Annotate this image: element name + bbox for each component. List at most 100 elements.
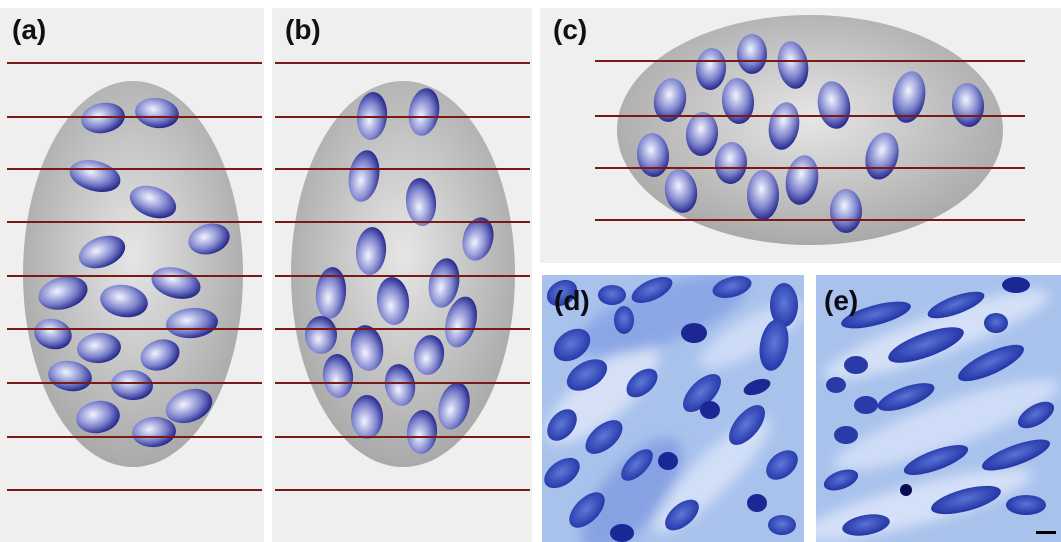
nucleus xyxy=(844,356,868,374)
nucleus xyxy=(129,185,177,219)
nucleus xyxy=(721,78,755,124)
nucleus xyxy=(610,524,634,542)
cell-diagram-c xyxy=(595,15,1025,245)
nucleus xyxy=(77,332,121,364)
nucleus xyxy=(140,339,180,371)
nucleus xyxy=(770,283,798,327)
nucleus xyxy=(892,71,926,123)
nucleus xyxy=(841,301,911,329)
nucleus xyxy=(428,258,460,308)
nucleus xyxy=(462,217,494,261)
nucleus xyxy=(653,78,687,122)
nucleus xyxy=(553,328,591,362)
nucleus xyxy=(166,307,218,339)
nucleus xyxy=(984,313,1008,333)
nucleus xyxy=(34,318,72,350)
nucleus xyxy=(834,426,858,444)
nucleus xyxy=(777,41,809,89)
nucleus xyxy=(768,102,800,150)
nucleus xyxy=(348,150,380,202)
nucleus xyxy=(700,401,720,419)
nucleus xyxy=(38,276,88,310)
nucleus xyxy=(626,368,658,398)
nucleus xyxy=(681,323,707,343)
panel-label-c: (c) xyxy=(553,14,588,45)
nucleus xyxy=(826,377,846,393)
nucleus xyxy=(315,267,347,319)
nucleus xyxy=(544,457,580,489)
nucleus xyxy=(685,112,719,156)
nucleus xyxy=(766,450,798,480)
nucleus xyxy=(405,178,437,226)
nucleus xyxy=(547,409,577,441)
nucleus xyxy=(413,335,445,375)
nucleus xyxy=(768,515,796,535)
nucleus xyxy=(931,485,1001,515)
nucleus xyxy=(445,296,477,348)
nucleus xyxy=(376,277,410,325)
nucleus xyxy=(614,306,634,334)
nucleus xyxy=(135,97,179,129)
nucleus xyxy=(877,383,935,411)
micrograph-e xyxy=(816,277,1060,542)
nucleus xyxy=(585,420,623,454)
nucleus xyxy=(958,344,1024,382)
nucleus xyxy=(927,291,985,319)
nucleus xyxy=(188,223,230,255)
nucleus xyxy=(305,316,337,354)
panel-label-b: (b) xyxy=(285,14,321,45)
nucleus xyxy=(729,405,765,445)
panel-label-a: (a) xyxy=(12,14,47,45)
nucleus xyxy=(1002,277,1030,293)
nucleus xyxy=(438,382,470,430)
panel-label-e: (e) xyxy=(824,285,859,316)
nucleus xyxy=(664,169,698,213)
panel-label-d: (d) xyxy=(554,285,590,316)
nucleus xyxy=(695,48,727,90)
nucleus xyxy=(842,514,890,536)
nucleus xyxy=(100,284,148,318)
section-lines xyxy=(595,60,1025,221)
nucleus xyxy=(854,396,878,414)
nucleus xyxy=(737,34,767,74)
micrograph-d xyxy=(544,275,804,542)
nucleus xyxy=(665,499,699,531)
cell-body xyxy=(617,15,1003,245)
nucleus xyxy=(621,449,653,481)
nucleus xyxy=(823,469,859,491)
panel-b: (b) xyxy=(272,8,532,542)
stained-nuclei xyxy=(823,277,1055,536)
cell-diagram-b xyxy=(275,62,530,491)
section-lines xyxy=(275,62,530,491)
section-lines xyxy=(7,62,262,491)
nucleus xyxy=(406,410,438,454)
nucleus xyxy=(546,279,578,307)
nucleus xyxy=(165,388,213,424)
nucleus xyxy=(683,374,721,412)
nuclei-group xyxy=(636,34,985,233)
nucleus xyxy=(636,133,670,177)
nucleus xyxy=(569,492,605,528)
cell-body xyxy=(23,81,243,467)
nucleus xyxy=(76,400,120,434)
nucleus xyxy=(759,319,789,371)
nucleus xyxy=(350,325,384,371)
nucleus xyxy=(714,142,748,184)
nucleus xyxy=(78,235,126,269)
nucleus xyxy=(111,369,153,401)
nucleus xyxy=(1017,401,1055,429)
nucleus xyxy=(712,276,752,298)
nucleus xyxy=(900,484,912,496)
nucleus xyxy=(747,494,767,512)
stained-nuclei xyxy=(544,276,798,542)
nucleus xyxy=(743,378,771,396)
nucleus xyxy=(1006,495,1046,515)
nucleus xyxy=(981,439,1051,471)
nucleus xyxy=(598,285,626,305)
nucleus xyxy=(132,416,176,448)
nucleus xyxy=(351,395,383,439)
nucleus xyxy=(658,452,678,470)
nucleus xyxy=(830,189,862,233)
nucleus xyxy=(408,88,440,136)
panel-e: (e) xyxy=(816,275,1061,542)
